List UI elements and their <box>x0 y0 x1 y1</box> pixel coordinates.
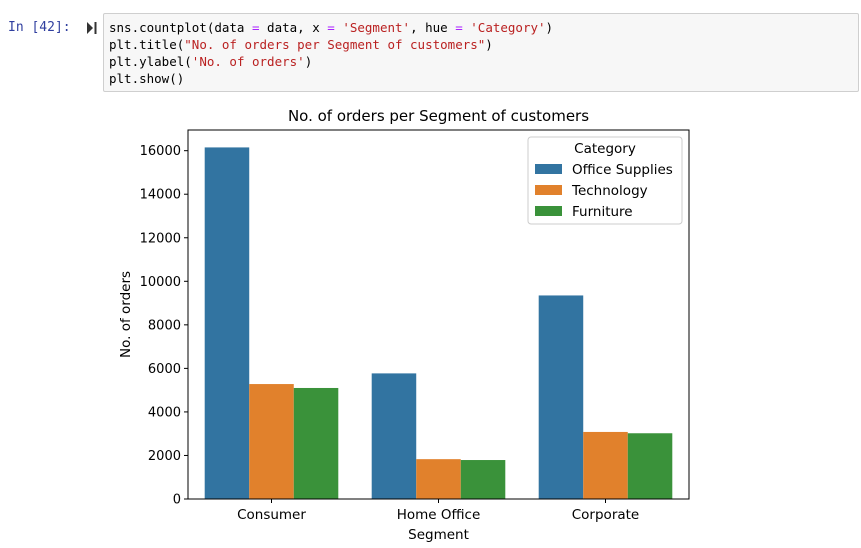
code-line: sns.countplot(data = data, x = 'Segment'… <box>109 19 553 36</box>
legend-box <box>527 136 683 225</box>
x-tick-label: Corporate <box>572 507 640 523</box>
code-token: plt.title( <box>109 37 185 52</box>
bar-home-office-office-supplies <box>371 373 417 499</box>
legend-entry: Furniture <box>572 204 633 220</box>
y-tick-label: 14000 <box>140 188 181 203</box>
code-token: = <box>327 20 335 35</box>
y-tick-label: 0 <box>173 493 181 508</box>
bar-corporate-furniture <box>627 433 673 499</box>
bar-consumer-office-supplies <box>204 147 250 499</box>
countplot-chart: No. of orders per Segment of customers 0 2… <box>118 107 690 543</box>
y-tick-label: 2000 <box>148 449 181 464</box>
code-token: = <box>455 20 463 35</box>
code-token: 'No. of orders' <box>191 54 305 69</box>
y-tick-label: 4000 <box>148 405 181 420</box>
code-token: 'Segment' <box>342 20 411 35</box>
bar-consumer-furniture <box>293 387 339 499</box>
legend-entry: Office Supplies <box>572 162 673 178</box>
legend-swatch <box>535 185 562 195</box>
y-tick-label: 16000 <box>140 144 181 159</box>
code-editor[interactable]: sns.countplot(data = data, x = 'Segment'… <box>109 19 553 87</box>
y-tick-label: 8000 <box>148 318 181 333</box>
bar-home-office-furniture <box>460 460 506 499</box>
cell-prompt: In [42]: <box>8 20 71 35</box>
legend-title: Category <box>574 141 636 157</box>
bar-consumer-technology <box>249 384 294 499</box>
y-tick-label: 12000 <box>140 231 181 246</box>
chart-title: No. of orders per Segment of customers <box>288 107 589 125</box>
code-token: ) <box>485 37 493 52</box>
y-tick-label: 6000 <box>148 362 181 377</box>
code-token: "No. of orders per Segment of customers" <box>184 37 486 52</box>
code-token: sns.countplot(data <box>109 20 252 35</box>
code-line: plt.show() <box>109 70 553 87</box>
run-cell-icon[interactable] <box>86 21 98 35</box>
legend-swatch <box>535 206 562 216</box>
x-tick-label: Consumer <box>237 507 306 523</box>
code-cell-input[interactable]: sns.countplot(data = data, x = 'Segment'… <box>103 13 859 92</box>
code-token: plt.ylabel( <box>109 54 192 69</box>
code-line: plt.ylabel('No. of orders') <box>109 53 553 70</box>
bar-home-office-technology <box>416 459 461 499</box>
bar-corporate-office-supplies <box>538 295 584 499</box>
code-token: plt.show() <box>109 71 185 86</box>
code-token: ) <box>304 54 313 69</box>
code-token: = <box>252 20 260 35</box>
legend-entry: Technology <box>571 183 648 199</box>
code-token: , hue <box>410 20 456 35</box>
bar-corporate-technology <box>583 431 628 499</box>
code-token: 'Category' <box>470 20 546 35</box>
x-axis-label: Segment <box>408 527 469 543</box>
y-axis-label: No. of orders <box>118 271 134 358</box>
code-token: data, x <box>259 20 328 35</box>
code-token: ) <box>545 20 554 35</box>
x-tick-label: Home Office <box>397 507 481 523</box>
code-line: plt.title("No. of orders per Segment of … <box>109 36 553 53</box>
y-tick-label: 10000 <box>140 275 181 290</box>
legend-swatch <box>535 164 562 174</box>
